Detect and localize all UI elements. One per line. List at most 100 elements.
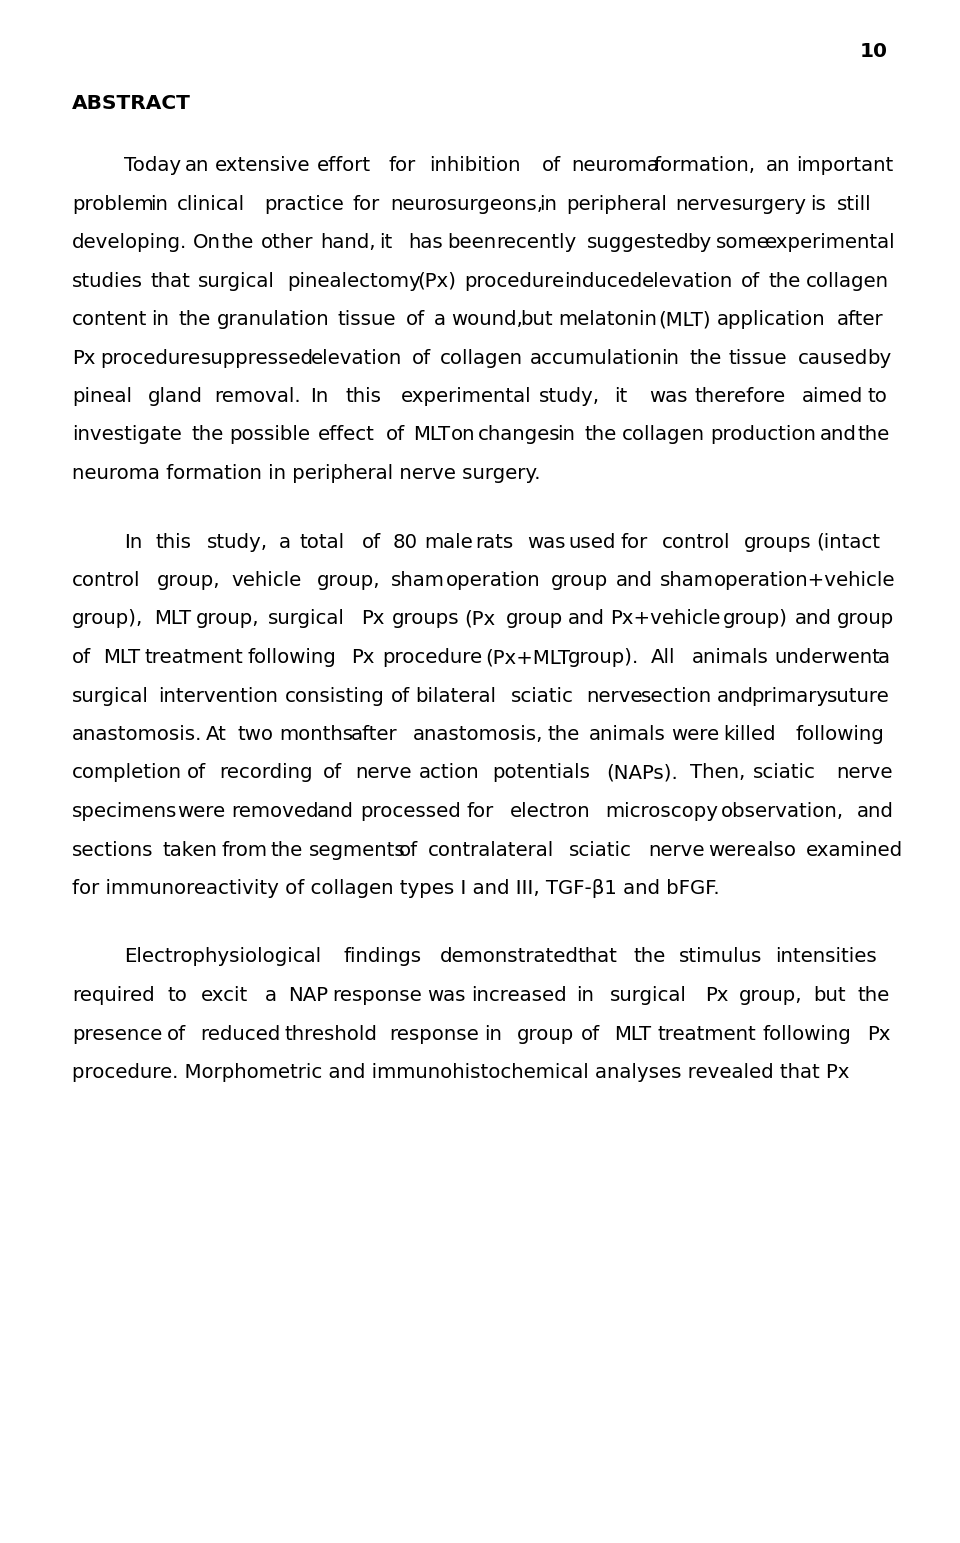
- Text: experimental: experimental: [401, 387, 532, 406]
- Text: Px: Px: [361, 609, 385, 628]
- Text: other: other: [260, 233, 313, 252]
- Text: specimens: specimens: [72, 802, 178, 821]
- Text: possible: possible: [229, 426, 310, 444]
- Text: group): group): [723, 609, 788, 628]
- Text: has: has: [408, 233, 443, 252]
- Text: accumulation: accumulation: [530, 349, 663, 367]
- Text: excit: excit: [201, 986, 248, 1004]
- Text: group),: group),: [72, 609, 143, 628]
- Text: after: after: [351, 725, 397, 744]
- Text: male: male: [424, 532, 472, 551]
- Text: for: for: [389, 156, 416, 174]
- Text: wound,: wound,: [451, 310, 523, 329]
- Text: to: to: [868, 387, 887, 406]
- Text: a: a: [279, 532, 291, 551]
- Text: processed: processed: [361, 802, 462, 821]
- Text: the: the: [222, 233, 254, 252]
- Text: collagen: collagen: [440, 349, 523, 367]
- Text: bilateral: bilateral: [415, 687, 495, 705]
- Text: primary: primary: [751, 687, 828, 705]
- Text: observation,: observation,: [721, 802, 844, 821]
- Text: In: In: [310, 387, 328, 406]
- Text: and: and: [857, 802, 894, 821]
- Text: the: the: [179, 310, 211, 329]
- Text: (Px+MLT: (Px+MLT: [486, 648, 570, 667]
- Text: nerve: nerve: [675, 194, 732, 213]
- Text: nerve: nerve: [355, 764, 412, 782]
- Text: in: in: [577, 986, 594, 1004]
- Text: caused: caused: [798, 349, 868, 367]
- Text: and: and: [795, 609, 832, 628]
- Text: groups: groups: [393, 609, 460, 628]
- Text: experimental: experimental: [765, 233, 896, 252]
- Text: elevation: elevation: [642, 272, 733, 290]
- Text: to: to: [167, 986, 187, 1004]
- Text: months: months: [278, 725, 353, 744]
- Text: in: in: [540, 194, 558, 213]
- Text: sciatic: sciatic: [753, 764, 816, 782]
- Text: a: a: [434, 310, 445, 329]
- Text: group: group: [551, 571, 609, 589]
- Text: production: production: [710, 426, 816, 444]
- Text: group).: group).: [568, 648, 639, 667]
- Text: gland: gland: [148, 387, 203, 406]
- Text: of: of: [186, 764, 205, 782]
- Text: for: for: [466, 802, 493, 821]
- Text: animals: animals: [588, 725, 665, 744]
- Text: collagen: collagen: [806, 272, 889, 290]
- Text: from: from: [222, 841, 267, 859]
- Text: procedure: procedure: [101, 349, 201, 367]
- Text: action: action: [419, 764, 479, 782]
- Text: Px: Px: [72, 349, 95, 367]
- Text: procedure. Morphometric and immunohistochemical analyses revealed that Px: procedure. Morphometric and immunohistoc…: [72, 1063, 850, 1082]
- Text: study,: study,: [206, 532, 268, 551]
- Text: for immunoreactivity of collagen types I and III, TGF-β1 and bFGF.: for immunoreactivity of collagen types I…: [72, 880, 720, 898]
- Text: suppressed: suppressed: [201, 349, 314, 367]
- Text: peripheral: peripheral: [566, 194, 667, 213]
- Text: the: the: [857, 986, 890, 1004]
- Text: (Px: (Px: [465, 609, 496, 628]
- Text: is: is: [810, 194, 826, 213]
- Text: elevation: elevation: [311, 349, 402, 367]
- Text: All: All: [651, 648, 675, 667]
- Text: and: and: [820, 426, 856, 444]
- Text: neuroma formation in peripheral nerve surgery.: neuroma formation in peripheral nerve su…: [72, 464, 540, 483]
- Text: vehicle: vehicle: [231, 571, 302, 589]
- Text: in: in: [557, 426, 575, 444]
- Text: (intact: (intact: [816, 532, 880, 551]
- Text: removal.: removal.: [214, 387, 300, 406]
- Text: sham: sham: [392, 571, 445, 589]
- Text: stimulus: stimulus: [679, 947, 762, 966]
- Text: after: after: [837, 310, 883, 329]
- Text: in: in: [484, 1025, 502, 1043]
- Text: also: also: [756, 841, 797, 859]
- Text: surgical: surgical: [611, 986, 687, 1004]
- Text: rats: rats: [475, 532, 514, 551]
- Text: anastomosis,: anastomosis,: [414, 725, 543, 744]
- Text: 80: 80: [393, 532, 418, 551]
- Text: hand,: hand,: [320, 233, 375, 252]
- Text: tissue: tissue: [729, 349, 787, 367]
- Text: problem: problem: [72, 194, 154, 213]
- Text: in: in: [661, 349, 679, 367]
- Text: of: of: [72, 648, 91, 667]
- Text: nerve: nerve: [587, 687, 642, 705]
- Text: and: and: [716, 687, 754, 705]
- Text: group: group: [837, 609, 894, 628]
- Text: the: the: [857, 426, 890, 444]
- Text: studies: studies: [72, 272, 143, 290]
- Text: the: the: [768, 272, 801, 290]
- Text: clinical: clinical: [177, 194, 245, 213]
- Text: intensities: intensities: [775, 947, 876, 966]
- Text: removed: removed: [231, 802, 319, 821]
- Text: that: that: [151, 272, 190, 290]
- Text: important: important: [796, 156, 893, 174]
- Text: and: and: [568, 609, 605, 628]
- Text: segments: segments: [309, 841, 406, 859]
- Text: but: but: [520, 310, 553, 329]
- Text: MLT: MLT: [414, 426, 450, 444]
- Text: demonstrated: demonstrated: [441, 947, 579, 966]
- Text: suggested: suggested: [587, 233, 689, 252]
- Text: for: for: [620, 532, 647, 551]
- Text: sciatic: sciatic: [569, 841, 632, 859]
